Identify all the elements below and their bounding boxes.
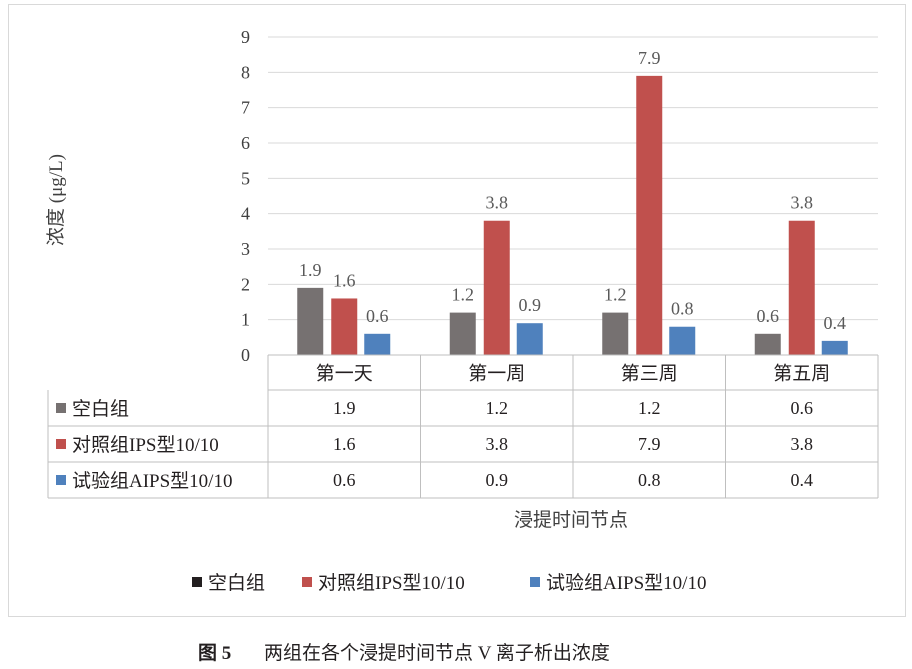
y-tick-label: 4 [241,204,250,224]
table-row-label: 试验组AIPS型10/10 [72,470,232,492]
table-row-label: 空白组 [72,398,129,420]
y-tick-label: 8 [241,62,250,82]
data-label: 1.6 [333,270,356,290]
legend-label: 对照组IPS型10/10 [318,572,465,594]
bar [754,333,781,355]
data-label: 3.8 [791,193,814,213]
bar [364,333,391,355]
table-cell: 1.2 [486,398,509,418]
bar [602,312,629,355]
data-label: 7.9 [638,48,661,68]
bar [297,287,324,355]
category-label: 第一周 [468,363,525,385]
bar [636,75,663,355]
table-cell: 1.2 [638,398,661,418]
data-label: 0.9 [519,295,542,315]
y-tick-label: 2 [241,274,250,294]
category-label: 第一天 [316,363,373,385]
category-label: 第三周 [621,363,678,385]
table-legend-key [56,439,66,449]
table-cell: 0.6 [791,398,814,418]
y-tick-label: 5 [241,168,250,188]
y-tick-label: 7 [241,98,250,118]
data-label: 0.6 [757,306,780,326]
y-tick-label: 3 [241,239,250,259]
bar [821,340,848,355]
table-cell: 3.8 [486,434,509,454]
category-label: 第五周 [773,363,830,385]
table-legend-key [56,475,66,485]
y-tick-label: 0 [241,345,250,365]
figure-caption-text: 两组在各个浸提时间节点 V 离子析出浓度 [264,642,610,664]
table-cell: 0.8 [638,470,661,490]
x-axis-label: 浸提时间节点 [514,509,628,531]
y-tick-label: 6 [241,133,250,153]
legend-key [530,577,540,587]
table-cell: 1.6 [333,434,356,454]
bar [669,326,696,355]
bar [331,298,358,355]
table-cell: 0.6 [333,470,356,490]
table-cell: 3.8 [791,434,814,454]
legend-label: 试验组AIPS型10/10 [546,572,706,594]
y-axis-label: 浓度 (μg/L) [45,154,67,246]
table-cell: 7.9 [638,434,661,454]
data-label: 3.8 [486,193,509,213]
bar [449,312,476,355]
table-legend-key [56,403,66,413]
legend-label: 空白组 [208,572,265,594]
data-label: 1.2 [452,285,475,305]
data-label: 0.6 [366,306,389,326]
table-row-label: 对照组IPS型10/10 [72,434,219,456]
table-cell: 1.9 [333,398,356,418]
bar [483,220,510,355]
y-tick-label: 9 [241,27,250,47]
data-label: 1.2 [604,285,627,305]
legend-key [192,577,202,587]
chart-frame [8,4,906,617]
y-tick-label: 1 [241,310,250,330]
data-label: 1.9 [299,260,322,280]
bar [516,323,543,355]
figure-caption-label: 图 5 [198,642,231,664]
data-label: 0.8 [671,299,694,319]
data-label: 0.4 [824,313,847,333]
table-cell: 0.9 [486,470,509,490]
table-cell: 0.4 [791,470,814,490]
bar [788,220,815,355]
legend-key [302,577,312,587]
